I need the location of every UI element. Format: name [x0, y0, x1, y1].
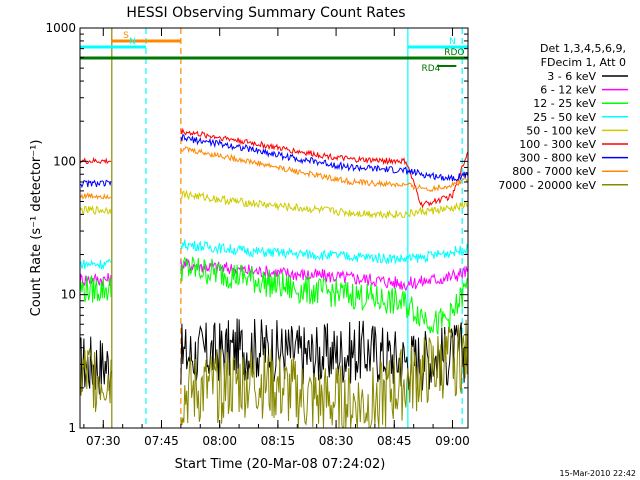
series-line	[79, 189, 469, 220]
legend-label: 800 - 7000 keV	[512, 165, 596, 178]
x-tick-label: 09:00	[435, 434, 470, 448]
x-tick-label: 08:45	[377, 434, 412, 448]
flag-label: N	[449, 37, 456, 47]
timestamp: 15-Mar-2010 22:42	[560, 469, 637, 478]
y-tick-label: 10	[61, 288, 76, 302]
x-axis-label: Start Time (20-Mar-08 07:24:02)	[175, 457, 386, 472]
legend: Det 1,3,4,5,6,9, FDecim 1, Att 0 3 - 6 k…	[498, 42, 628, 192]
y-tick-label: 100	[53, 154, 76, 168]
x-tick-label: 08:30	[319, 434, 354, 448]
y-axis: 1 10 100 1000	[45, 21, 468, 435]
y-axis-label: Count Rate (s⁻¹ detector⁻¹)	[29, 140, 44, 317]
series-line	[79, 134, 469, 189]
x-tick-label: 07:30	[86, 434, 121, 448]
x-tick-label: 08:15	[261, 434, 296, 448]
legend-label: 300 - 800 keV	[519, 152, 596, 165]
legend-header-2: FDecim 1, Att 0	[541, 56, 626, 69]
x-tick-label: 08:00	[202, 434, 237, 448]
legend-label: 3 - 6 keV	[547, 70, 596, 83]
series-line	[79, 258, 469, 292]
x-tick-label: 07:45	[144, 434, 179, 448]
x-axis: 07:30 07:45 08:00 08:15 08:30 08:45 09:00	[83, 28, 470, 448]
series-line	[79, 127, 469, 209]
legend-label: 12 - 25 keV	[533, 97, 596, 110]
legend-label: 6 - 12 keV	[540, 84, 596, 97]
series-line	[79, 239, 469, 270]
legend-label: 25 - 50 keV	[533, 111, 596, 124]
series-line	[79, 146, 469, 200]
y-tick-label: 1	[68, 421, 76, 435]
legend-label: 50 - 100 keV	[526, 124, 596, 137]
flag-label: N	[129, 37, 136, 47]
legend-label: 100 - 300 keV	[519, 138, 596, 151]
legend-header-1: Det 1,3,4,5,6,9,	[540, 42, 626, 55]
legend-label: 7000 - 20000 keV	[498, 179, 596, 192]
chart-title: HESSI Observing Summary Count Rates	[126, 5, 405, 21]
series-line	[79, 319, 469, 429]
plot-frame	[79, 27, 469, 429]
flag-label: RDO	[444, 48, 464, 58]
flag-label: S	[123, 31, 129, 41]
flag-label: RD4	[421, 64, 440, 74]
series-line	[79, 256, 469, 335]
y-tick-label: 1000	[45, 21, 76, 35]
